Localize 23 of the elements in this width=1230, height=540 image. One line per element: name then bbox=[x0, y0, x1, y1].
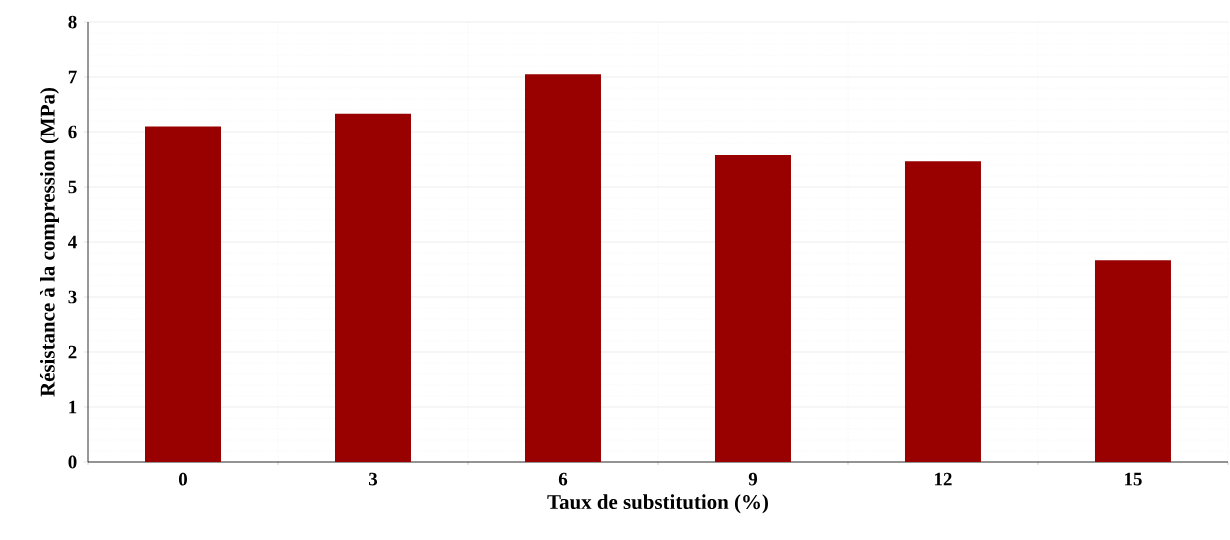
x-tick-label: 15 bbox=[1125, 472, 1142, 486]
bar bbox=[904, 161, 981, 462]
x-tick-label: 9 bbox=[748, 472, 758, 486]
y-tick-label: 1 bbox=[69, 400, 77, 414]
x-axis-title: Taux de substitution (%) bbox=[547, 494, 768, 514]
x-tick-label: 12 bbox=[935, 472, 952, 486]
x-tick-label: 3 bbox=[368, 472, 378, 486]
y-tick-label: 2 bbox=[68, 345, 77, 359]
x-tick-label: 6 bbox=[558, 472, 568, 486]
bar bbox=[334, 113, 411, 462]
x-tick-label: 0 bbox=[178, 472, 187, 486]
y-tick-label: 7 bbox=[68, 70, 77, 84]
y-tick-label: 8 bbox=[68, 15, 77, 29]
y-tick-label: 0 bbox=[68, 455, 77, 469]
bar bbox=[524, 74, 601, 462]
y-tick-label: 6 bbox=[68, 125, 77, 139]
bar bbox=[714, 155, 791, 462]
y-tick-label: 3 bbox=[68, 290, 77, 304]
y-axis-title: Résistance à la compression (MPa) bbox=[39, 87, 59, 397]
y-tick-label: 5 bbox=[68, 180, 77, 194]
bar bbox=[1094, 260, 1171, 462]
bar bbox=[145, 126, 221, 462]
y-tick-label: 4 bbox=[68, 235, 77, 249]
